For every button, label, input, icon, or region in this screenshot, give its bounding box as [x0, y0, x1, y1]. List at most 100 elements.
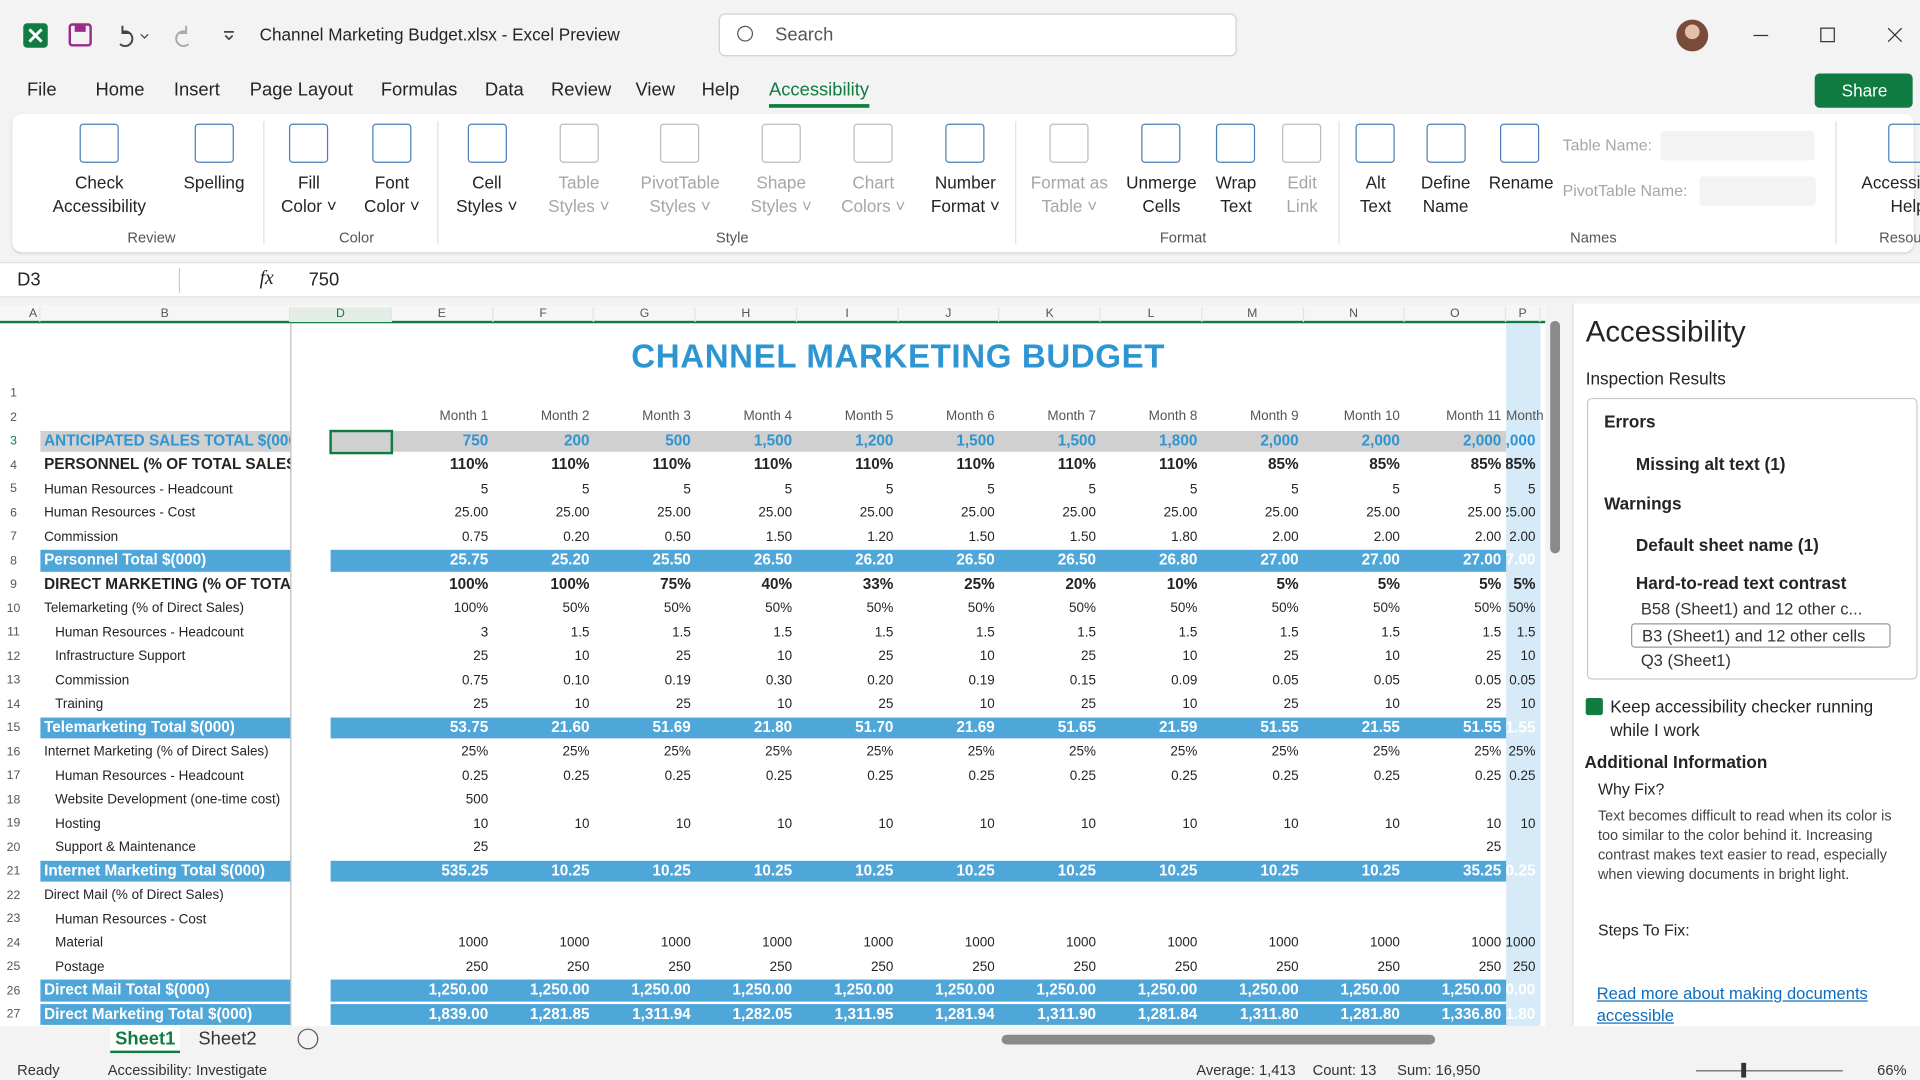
search-box[interactable]: Search: [719, 13, 1237, 56]
cell-value[interactable]: 50%: [1202, 601, 1298, 616]
window-controls[interactable]: [1665, 15, 1920, 59]
cell-value[interactable]: 5%: [1405, 575, 1501, 592]
cell-value[interactable]: 25.00: [1405, 506, 1501, 521]
cell-value[interactable]: 1000: [797, 936, 893, 951]
cell-value[interactable]: 500: [594, 432, 690, 449]
cell-value[interactable]: 85%: [1405, 456, 1501, 473]
ribbon-button[interactable]: UnmergeCells: [1126, 119, 1197, 217]
cell-value[interactable]: 250: [1304, 959, 1400, 974]
cell-value[interactable]: 5: [1101, 482, 1197, 497]
zoom-thumb[interactable]: [1741, 1063, 1746, 1078]
cell-value[interactable]: 25: [1405, 649, 1501, 664]
cell-value[interactable]: 10.25: [594, 861, 690, 878]
cell-value[interactable]: 0.25: [1405, 768, 1501, 783]
cell-value[interactable]: 25: [1202, 697, 1298, 712]
row-header[interactable]: 9: [0, 572, 27, 596]
cell-value[interactable]: 200: [493, 432, 589, 449]
ribbon-button[interactable]: FillColor ˅: [274, 119, 345, 217]
row-header[interactable]: 14: [0, 692, 27, 716]
cell-value[interactable]: 2.00: [1506, 530, 1535, 545]
cell-value[interactable]: 10: [696, 649, 792, 664]
cell-value[interactable]: 1000: [493, 936, 589, 951]
cell-value[interactable]: 5: [594, 482, 690, 497]
cell-value[interactable]: 25.75: [331, 551, 489, 568]
cell-value[interactable]: 0.25: [1000, 768, 1096, 783]
cell-value[interactable]: 10.25: [1202, 861, 1298, 878]
cell-value[interactable]: 1,839.00: [331, 1005, 489, 1022]
contrast-item[interactable]: B3 (Sheet1) and 12 other cells: [1631, 623, 1891, 647]
cell-value[interactable]: 0.19: [898, 673, 994, 688]
cell-value[interactable]: 10: [1304, 697, 1400, 712]
cell-value[interactable]: 27.00: [1405, 551, 1501, 568]
cell-value[interactable]: 10: [1000, 816, 1096, 831]
cell-value[interactable]: 10.25: [1000, 861, 1096, 878]
cell-value[interactable]: 1,250.00: [696, 981, 792, 998]
cell-value[interactable]: 35.25: [1405, 861, 1501, 878]
cell-value[interactable]: 1,336.80: [1405, 1005, 1501, 1022]
cell-value[interactable]: 10: [331, 816, 489, 831]
row-header[interactable]: 16: [0, 740, 27, 764]
cell-value[interactable]: 50%: [1405, 601, 1501, 616]
share-button[interactable]: Share: [1815, 73, 1913, 107]
cell-value[interactable]: 250: [696, 959, 792, 974]
cell-value[interactable]: 500: [331, 792, 489, 807]
name-box[interactable]: D3: [17, 269, 40, 290]
cell-value[interactable]: 1,311.94: [594, 1005, 690, 1022]
cell-value[interactable]: 21.59: [1101, 718, 1197, 735]
cell-value[interactable]: 26.80: [1101, 551, 1197, 568]
cell-value[interactable]: 0.25: [594, 768, 690, 783]
ribbon-button[interactable]: NumberFormat ˅: [925, 119, 1005, 217]
row-header[interactable]: 25: [0, 954, 27, 978]
cell-value[interactable]: 26.50: [898, 551, 994, 568]
cell-value[interactable]: 25.00: [1304, 506, 1400, 521]
cell-value[interactable]: 21.80: [696, 718, 792, 735]
cell-value[interactable]: 40%: [696, 575, 792, 592]
cell-value[interactable]: 1.5: [493, 625, 589, 640]
cell-value[interactable]: 50%: [797, 601, 893, 616]
cell-value[interactable]: 250: [493, 959, 589, 974]
cell-value[interactable]: 0.05: [1506, 673, 1535, 688]
cell-value[interactable]: 1000: [1405, 936, 1501, 951]
cell-value[interactable]: 0.25: [331, 768, 489, 783]
v-scrollbar[interactable]: [1550, 321, 1560, 554]
cell-value[interactable]: 25: [1202, 649, 1298, 664]
cell-value[interactable]: 1000: [331, 936, 489, 951]
column-header[interactable]: K: [1000, 307, 1101, 322]
cell-value[interactable]: 2.00: [1304, 530, 1400, 545]
cell-value[interactable]: 110%: [1000, 456, 1096, 473]
cell-value[interactable]: 27.00: [1202, 551, 1298, 568]
cell-value[interactable]: 0.05: [1202, 673, 1298, 688]
row-header[interactable]: 18: [0, 787, 27, 811]
cell-value[interactable]: 1,311.80: [1202, 1005, 1298, 1022]
cell-value[interactable]: 535.25: [331, 861, 489, 878]
column-header[interactable]: L: [1101, 307, 1202, 322]
cell-value[interactable]: 0.75: [331, 530, 489, 545]
cell-value[interactable]: 25: [1405, 840, 1501, 855]
cell-value[interactable]: 1,200: [797, 432, 893, 449]
cell-value[interactable]: 85%: [1304, 456, 1400, 473]
cell-value[interactable]: 26.50: [1000, 551, 1096, 568]
ribbon-button[interactable]: Spelling: [174, 119, 254, 217]
contrast-item[interactable]: B58 (Sheet1) and 12 other c...: [1631, 598, 1891, 622]
ribbon-button[interactable]: FontColor ˅: [357, 119, 428, 217]
cell-value[interactable]: 2.00: [1405, 530, 1501, 545]
cell-value[interactable]: 1,281.80: [1506, 1005, 1535, 1022]
cell-value[interactable]: 25: [797, 649, 893, 664]
cell-value[interactable]: 50%: [1101, 601, 1197, 616]
menu-tab[interactable]: Formulas: [381, 80, 458, 101]
row-header[interactable]: 13: [0, 668, 27, 692]
cell-value[interactable]: 25.00: [898, 506, 994, 521]
ribbon-button[interactable]: TableStyles ˅: [539, 119, 619, 217]
column-header[interactable]: P: [1506, 307, 1540, 322]
cell-value[interactable]: 5: [493, 482, 589, 497]
cell-value[interactable]: 1000: [696, 936, 792, 951]
row-header[interactable]: 10: [0, 596, 27, 620]
cell-value[interactable]: 20%: [1000, 575, 1096, 592]
cell-value[interactable]: 25%: [898, 744, 994, 759]
cell-value[interactable]: 0.25: [1304, 768, 1400, 783]
cell-value[interactable]: 2,000: [1304, 432, 1400, 449]
cell-value[interactable]: 50%: [1506, 601, 1535, 616]
cell-value[interactable]: 25%: [1506, 744, 1535, 759]
column-header[interactable]: J: [898, 307, 999, 322]
ribbon-button[interactable]: WrapText: [1209, 119, 1263, 217]
